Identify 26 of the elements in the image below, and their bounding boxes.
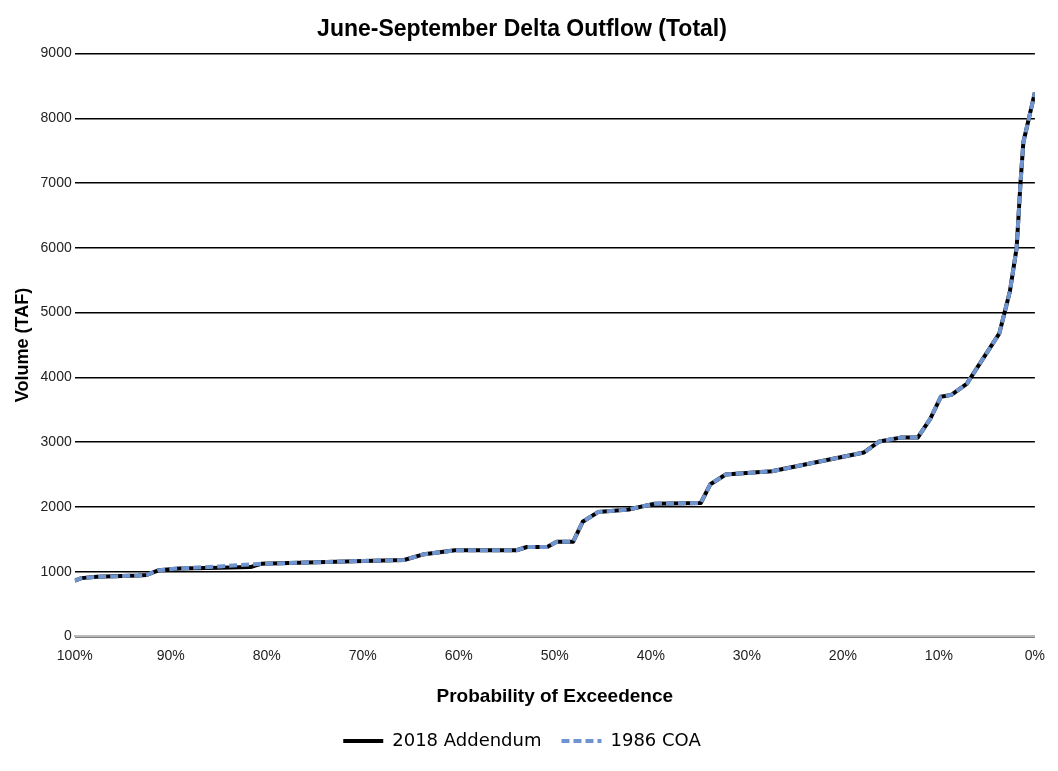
x-tick-label: 80% [252,646,281,663]
y-tick-label: 2000 [40,497,72,514]
y-tick-label: 8000 [40,109,72,126]
x-tick-label: 20% [828,646,857,663]
y-tick-label: 3000 [40,432,72,449]
x-tick-label: 40% [636,646,665,663]
y-tick-label: 1000 [40,562,72,579]
x-tick-label: 30% [732,646,761,663]
y-tick-label: 7000 [40,173,72,190]
x-tick-label: 90% [156,646,185,663]
y-tick-label: 6000 [40,238,72,255]
y-axis-title: Volume (TAF) [11,287,32,403]
x-tick-label: 10% [924,646,953,663]
legend-label: 1986 COA [610,728,702,750]
legend-label: 2018 Addendum [392,728,542,750]
x-tick-label: 60% [444,646,473,663]
x-tick-label: 50% [540,646,569,663]
x-axis-title: Probability of Exceedence [436,684,674,706]
y-tick-label: 0 [63,627,72,644]
chart-title: June-September Delta Outflow (Total) [317,15,727,42]
x-tick-label: 70% [348,646,377,663]
y-tick-label: 4000 [40,368,72,385]
x-tick-label: 100% [56,646,93,663]
y-tick-label: 5000 [40,303,72,320]
x-tick-label: 0% [1024,646,1045,663]
y-tick-label: 9000 [40,44,72,61]
